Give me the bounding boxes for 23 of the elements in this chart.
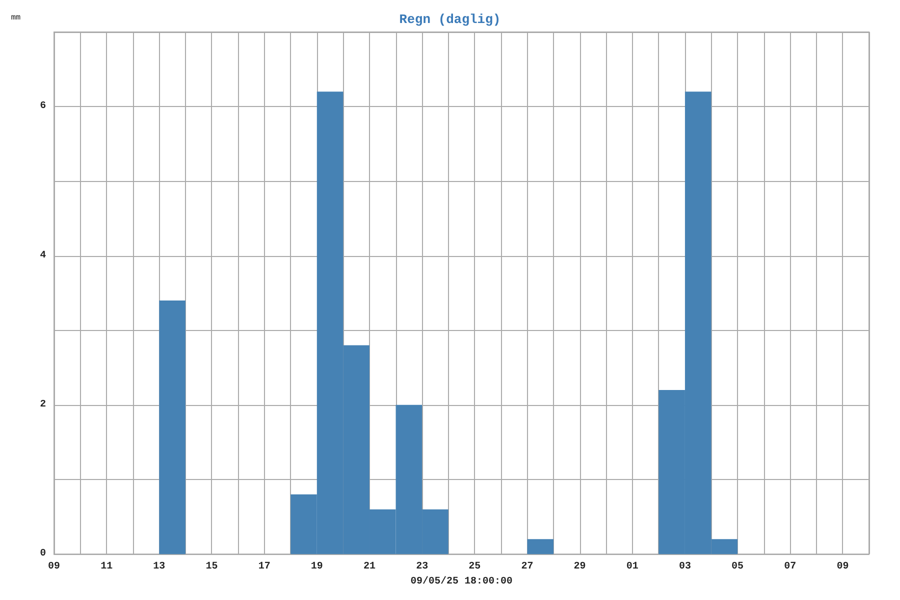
x-tick-label: 23 [416,562,428,573]
x-axis-title: 09/05/25 18:00:00 [410,576,513,588]
x-tick-label: 13 [153,562,166,573]
x-tick-label: 09 [836,562,849,573]
x-tick-label: 01 [626,562,638,573]
x-tick-label: 17 [258,562,270,573]
x-tick-label: 03 [678,562,691,573]
x-tick-label: 09 [48,562,60,573]
x-tick-label: 05 [732,562,744,573]
x-tick-label: 25 [468,562,481,573]
x-tick-label: 11 [100,562,113,573]
y-tick-label: 6 [40,101,46,112]
x-tick-label: 29 [574,562,586,573]
x-tick-label: 21 [363,562,376,573]
x-tick-label: 07 [784,562,796,573]
x-tick-label: 27 [521,562,534,573]
chart-title: Regn (daglig) [399,12,501,27]
y-axis-title: mm [11,14,21,22]
y-tick-label: 4 [40,250,46,262]
y-tick-label: 0 [40,548,46,560]
x-tick-label: 19 [310,562,323,573]
y-tick-label: 2 [40,399,46,410]
x-tick-label: 15 [206,562,218,573]
